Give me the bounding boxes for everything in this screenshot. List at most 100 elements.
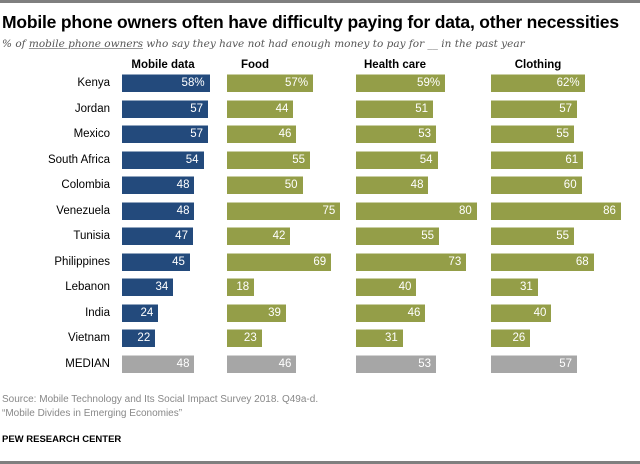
bar-clothing-lebanon <box>491 278 538 296</box>
bar-mobile-data-kenya <box>122 74 210 92</box>
data-label-food-jordan: 44 <box>275 102 289 115</box>
column-header-health-care: Health care <box>363 59 427 71</box>
bar-mobile-data-jordan <box>122 99 209 118</box>
bar-mobile-data-philippines <box>122 252 190 271</box>
data-label-mobile-data-lebanon: 34 <box>155 281 169 293</box>
brand-logo-text: PEW RESEARCH CENTER <box>2 434 122 445</box>
data-label-clothing-philippines: 68 <box>575 255 589 268</box>
data-label-health-care-jordan: 51 <box>415 102 428 115</box>
data-label-food-lebanon: 18 <box>236 281 250 293</box>
bar-health-care-median <box>356 354 437 373</box>
data-label-clothing-lebanon: 31 <box>520 281 533 293</box>
data-label-clothing-south-africa: 61 <box>565 153 579 166</box>
bar-mobile-data-vietnam <box>122 329 156 347</box>
bar-food-jordan <box>227 99 294 118</box>
data-label-health-care-tunisia: 55 <box>421 230 435 242</box>
bar-food-mexico <box>227 125 297 143</box>
data-label-food-india: 39 <box>268 306 281 319</box>
bar-health-care-mexico <box>356 125 437 143</box>
bar-health-care-lebanon <box>356 278 417 296</box>
row-label-median: MEDIAN <box>65 357 110 370</box>
data-label-clothing-mexico: 55 <box>556 128 570 140</box>
data-label-food-mexico: 46 <box>278 128 292 140</box>
data-label-food-venezuela: 75 <box>322 204 336 217</box>
data-label-food-kenya: 57% <box>285 77 309 89</box>
bar-health-care-vietnam <box>356 329 403 347</box>
bar-mobile-data-mexico <box>122 125 209 143</box>
data-label-mobile-data-india: 24 <box>140 306 154 319</box>
column-header-mobile-data: Mobile data <box>131 59 195 71</box>
data-label-health-care-vietnam: 31 <box>385 332 398 344</box>
data-label-food-south-africa: 55 <box>292 153 306 166</box>
bar-clothing-india <box>491 303 552 322</box>
bottom-rule <box>0 461 640 464</box>
bar-food-tunisia <box>227 227 291 245</box>
data-label-mobile-data-jordan: 57 <box>190 102 204 115</box>
data-label-mobile-data-kenya: 58% <box>181 77 205 89</box>
bar-clothing-median <box>491 354 578 373</box>
row-label-jordan: Jordan <box>74 102 110 115</box>
bar-mobile-data-tunisia <box>122 227 193 245</box>
data-label-clothing-tunisia: 55 <box>556 230 570 242</box>
bar-health-care-philippines <box>356 252 467 271</box>
bar-clothing-colombia <box>491 176 582 194</box>
bar-health-care-tunisia <box>356 227 440 245</box>
row-label-venezuela: Venezuela <box>56 204 110 217</box>
bar-food-vietnam <box>227 329 262 347</box>
subtitle-prefix: % of <box>2 38 29 50</box>
data-label-food-colombia: 50 <box>284 179 298 191</box>
data-label-clothing-vietnam: 26 <box>512 332 526 344</box>
data-label-clothing-median: 57 <box>559 357 573 370</box>
data-label-health-care-mexico: 53 <box>418 128 432 140</box>
data-label-health-care-south-africa: 54 <box>419 153 433 166</box>
report-title: “Mobile Divides in Emerging Economies” <box>2 408 183 419</box>
bar-health-care-venezuela <box>356 201 477 220</box>
data-label-health-care-kenya: 59% <box>417 77 441 89</box>
data-label-clothing-colombia: 60 <box>563 179 577 191</box>
bar-mobile-data-lebanon <box>122 278 174 296</box>
top-rule <box>0 0 640 3</box>
bar-food-south-africa <box>227 150 311 169</box>
bar-health-care-india <box>356 303 426 322</box>
bar-food-median <box>227 354 297 373</box>
bar-food-kenya <box>227 74 314 92</box>
bar-food-colombia <box>227 176 303 194</box>
row-label-colombia: Colombia <box>61 179 110 191</box>
bar-health-care-south-africa <box>356 150 438 169</box>
data-label-mobile-data-south-africa: 54 <box>185 153 199 166</box>
bar-food-philippines <box>227 252 332 271</box>
bar-health-care-kenya <box>356 74 446 92</box>
data-label-health-care-colombia: 48 <box>410 179 424 191</box>
data-label-clothing-venezuela: 86 <box>603 204 616 217</box>
bar-clothing-south-africa <box>491 150 584 169</box>
data-label-food-philippines: 69 <box>313 255 327 268</box>
data-label-mobile-data-mexico: 57 <box>190 128 204 140</box>
row-label-lebanon: Lebanon <box>65 281 110 293</box>
data-label-clothing-kenya: 62% <box>556 77 580 89</box>
bar-mobile-data-colombia <box>122 176 195 194</box>
bar-mobile-data-south-africa <box>122 150 204 169</box>
row-label-tunisia: Tunisia <box>73 230 110 242</box>
data-label-mobile-data-tunisia: 47 <box>175 230 188 242</box>
data-label-health-care-philippines: 73 <box>448 255 462 268</box>
subtitle-underlined: mobile phone owners <box>28 38 143 50</box>
bar-mobile-data-median <box>122 354 195 373</box>
row-label-philippines: Philippines <box>54 255 110 268</box>
row-label-mexico: Mexico <box>73 128 110 140</box>
data-label-food-tunisia: 42 <box>272 230 286 242</box>
chart-title: Mobile phone owners often have difficult… <box>2 12 619 32</box>
chart-subtitle: % of mobile phone owners who say they ha… <box>2 38 525 50</box>
data-label-clothing-india: 40 <box>533 306 547 319</box>
bar-clothing-tunisia <box>491 227 575 245</box>
data-label-mobile-data-venezuela: 48 <box>176 204 190 217</box>
data-label-mobile-data-philippines: 45 <box>172 255 185 268</box>
row-label-vietnam: Vietnam <box>68 332 110 344</box>
data-label-clothing-jordan: 57 <box>559 102 573 115</box>
bar-clothing-venezuela <box>491 201 621 220</box>
bar-mobile-data-india <box>122 303 159 322</box>
data-label-health-care-venezuela: 80 <box>459 204 472 217</box>
row-label-kenya: Kenya <box>77 77 110 89</box>
bar-food-venezuela <box>227 201 341 220</box>
bar-clothing-philippines <box>491 252 594 271</box>
